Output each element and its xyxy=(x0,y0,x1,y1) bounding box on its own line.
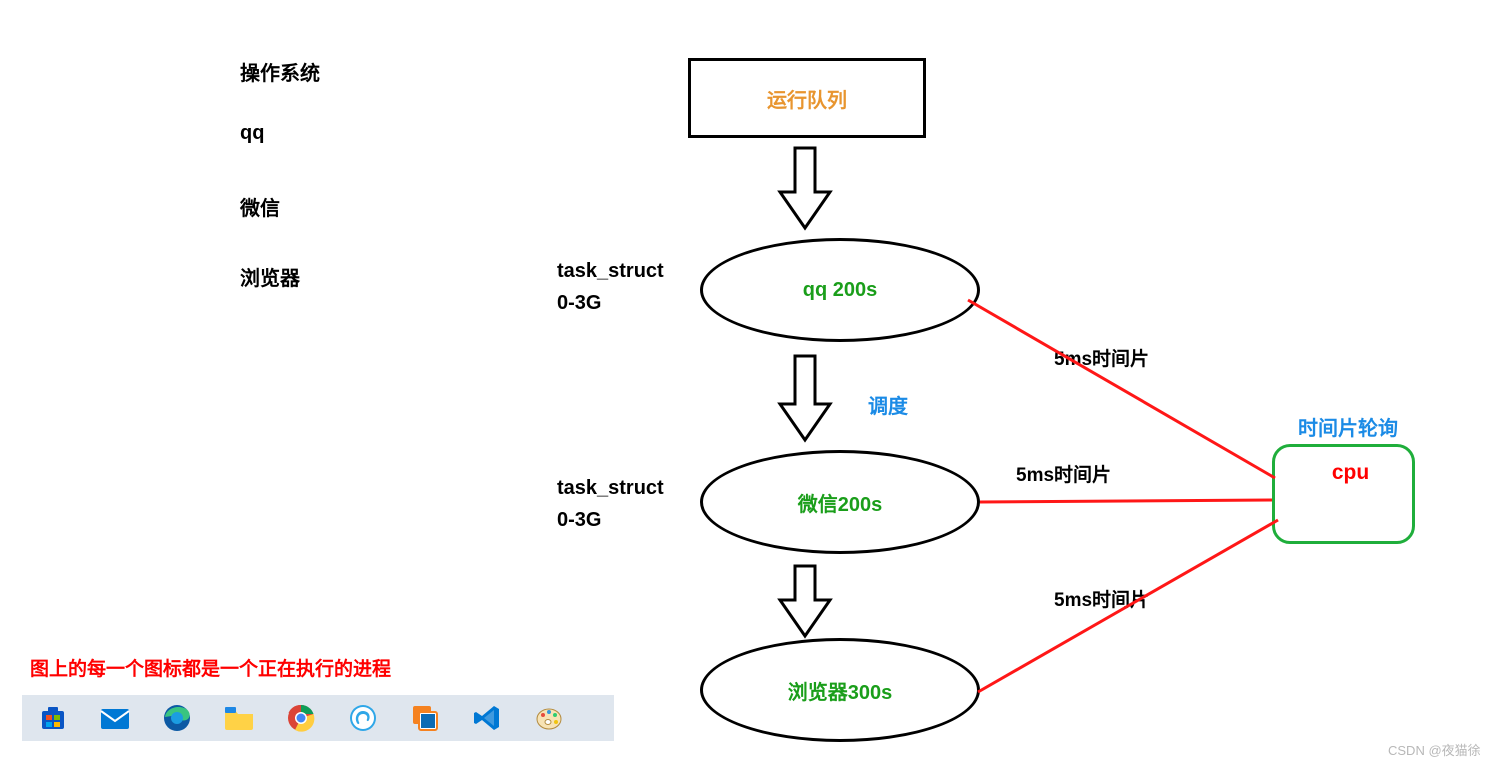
block-arrows xyxy=(780,148,830,636)
node-qq-label: qq 200s xyxy=(803,279,877,302)
left-label-browser: 浏览器 xyxy=(240,262,300,291)
run-queue-box: 运行队列 xyxy=(688,58,926,138)
task-struct-label-2-line1: task_struct xyxy=(557,472,664,504)
time-slice-label-2: 5ms时间片 xyxy=(1016,460,1111,487)
task-struct-label-2: task_struct 0-3G xyxy=(557,472,664,536)
task-struct-label-1-line1: task_struct xyxy=(557,255,664,287)
task-struct-label-1-line2: 0-3G xyxy=(557,287,664,319)
taskbar xyxy=(22,695,614,741)
taskbar-caption: 图上的每一个图标都是一个正在执行的进程 xyxy=(30,654,391,681)
edge-icon[interactable] xyxy=(160,701,194,735)
qq-browser-icon[interactable] xyxy=(346,701,380,735)
node-wechat-label: 微信200s xyxy=(798,488,883,517)
time-slice-label-1: 5ms时间片 xyxy=(1054,344,1149,371)
watermark: CSDN @夜猫徐 xyxy=(1388,740,1481,759)
task-struct-label-1: task_struct 0-3G xyxy=(557,255,664,319)
mail-icon[interactable] xyxy=(98,701,132,735)
task-struct-label-2-line2: 0-3G xyxy=(557,504,664,536)
cpu-title: 时间片轮询 xyxy=(1298,412,1398,441)
left-label-qq: qq xyxy=(240,122,264,145)
node-browser-label: 浏览器300s xyxy=(788,676,893,705)
vmware-icon[interactable] xyxy=(408,701,442,735)
run-queue-label: 运行队列 xyxy=(767,84,847,113)
vscode-icon[interactable] xyxy=(470,701,504,735)
left-label-os: 操作系统 xyxy=(240,57,320,86)
chrome-icon[interactable] xyxy=(284,701,318,735)
node-wechat: 微信200s xyxy=(700,450,980,554)
microsoft-store-icon[interactable] xyxy=(36,701,70,735)
cpu-label: cpu xyxy=(1332,461,1369,485)
time-slice-label-3: 5ms时间片 xyxy=(1054,585,1149,612)
left-label-wechat: 微信 xyxy=(240,192,280,221)
paint-icon[interactable] xyxy=(532,701,566,735)
file-explorer-icon[interactable] xyxy=(222,701,256,735)
schedule-label: 调度 xyxy=(868,390,908,419)
node-qq: qq 200s xyxy=(700,238,980,342)
node-browser: 浏览器300s xyxy=(700,638,980,742)
cpu-box: cpu xyxy=(1272,444,1415,544)
